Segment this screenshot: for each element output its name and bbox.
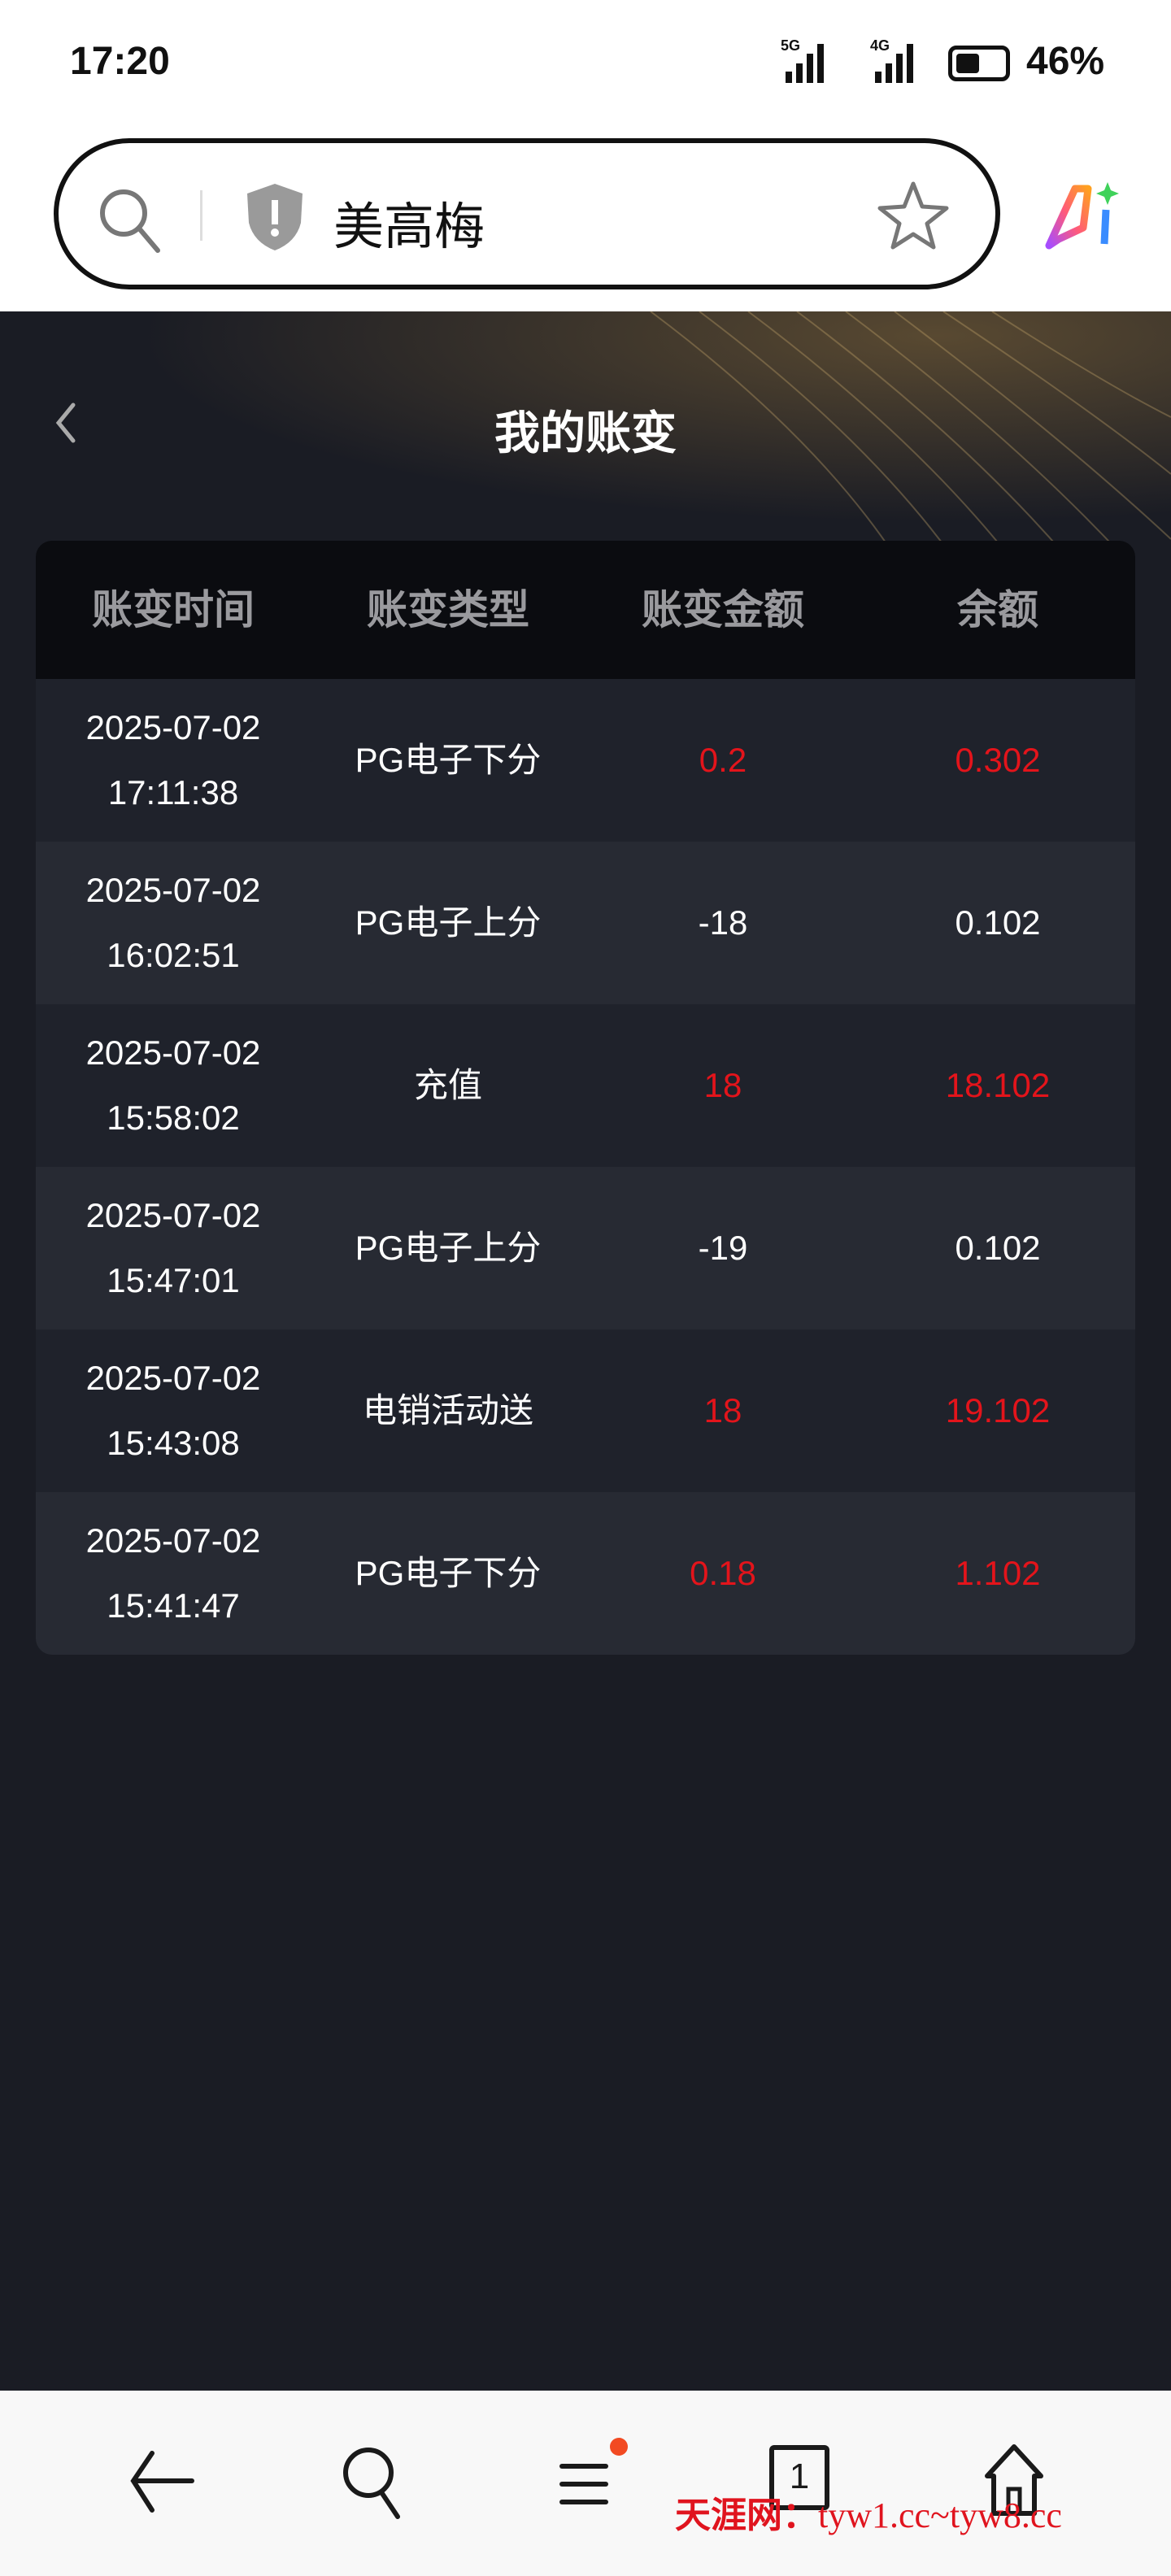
time: 15:58:02 — [107, 1099, 240, 1137]
time: 15:43:08 — [107, 1424, 240, 1462]
watermark-name: 天涯网： — [675, 2496, 818, 2535]
cell-time: 2025-07-02 17:11:38 — [36, 695, 311, 825]
cell-amount: 0.18 — [690, 1554, 756, 1592]
signal-4g-icon: 4G — [870, 37, 913, 83]
time: 15:47:01 — [107, 1261, 240, 1299]
date: 2025-07-02 — [85, 871, 261, 909]
network-label: 5G — [781, 37, 801, 54]
cell-type: PG电子下分 — [355, 1554, 542, 1592]
clock: 17:20 — [70, 40, 170, 83]
home-icon[interactable] — [969, 2435, 1059, 2525]
back-arrow-icon[interactable] — [115, 2435, 205, 2525]
search-icon[interactable] — [329, 2435, 419, 2525]
cell-amount: -18 — [698, 903, 748, 942]
cell-type: 充值 — [413, 1066, 482, 1104]
table-row: 2025-07-02 16:02:51 PG电子上分 -18 0.102 — [36, 842, 1135, 1004]
header-type: 账变类型 — [367, 587, 529, 633]
signal-5g-icon: 5G — [781, 37, 824, 83]
battery-percent: 46% — [1026, 40, 1105, 83]
cell-time: 2025-07-02 15:58:02 — [36, 1020, 311, 1151]
date: 2025-07-02 — [85, 1033, 261, 1072]
table-header: 账变时间 账变类型 账变金额 余额 — [36, 541, 1135, 679]
cell-time: 2025-07-02 15:47:01 — [36, 1183, 311, 1313]
date: 2025-07-02 — [85, 708, 261, 746]
time: 17:11:38 — [107, 773, 239, 812]
header-banner — [0, 311, 1171, 555]
battery-icon — [948, 46, 1010, 81]
star-icon[interactable] — [877, 179, 950, 252]
cell-balance: 18.102 — [945, 1066, 1051, 1104]
transactions-table: 账变时间 账变类型 账变金额 余额 2025-07-02 17:11:38 PG电… — [36, 541, 1135, 1655]
network-label: 4G — [870, 37, 890, 54]
ai-assistant-icon[interactable] — [1043, 179, 1124, 252]
time: 16:02:51 — [107, 936, 240, 974]
tabs-button[interactable]: 1 — [755, 2435, 844, 2525]
cell-type: PG电子下分 — [355, 741, 542, 779]
cell-balance: 0.102 — [955, 903, 1041, 942]
cell-type: 电销活动送 — [362, 1391, 533, 1429]
header-balance: 余额 — [957, 587, 1038, 633]
status-bar: 17:20 5G 4G 46% 美高梅 — [0, 0, 1171, 311]
divider — [200, 190, 202, 241]
watermark-url: tyw1.cc~tyw8.cc — [818, 2496, 1062, 2535]
cell-balance: 19.102 — [945, 1391, 1051, 1429]
table-row: 2025-07-02 17:11:38 PG电子下分 0.2 0.302 — [36, 679, 1135, 842]
header-time: 账变时间 — [92, 587, 255, 633]
table-row: 2025-07-02 15:58:02 充值 18 18.102 — [36, 1004, 1135, 1167]
cell-balance: 0.102 — [955, 1229, 1041, 1267]
menu-icon[interactable] — [539, 2435, 629, 2525]
cell-time: 2025-07-02 16:02:51 — [36, 858, 311, 988]
cell-amount: 0.2 — [699, 741, 747, 779]
watermark: 天涯网：tyw1.cc~tyw8.cc — [675, 2495, 1062, 2537]
tab-count: 1 — [769, 2445, 829, 2510]
cell-time: 2025-07-02 15:43:08 — [36, 1346, 311, 1476]
date: 2025-07-02 — [85, 1196, 261, 1234]
cell-amount: -19 — [698, 1229, 748, 1267]
table-row: 2025-07-02 15:41:47 PG电子下分 0.18 1.102 — [36, 1492, 1135, 1655]
cell-type: PG电子上分 — [355, 903, 542, 942]
cell-amount: 18 — [703, 1066, 742, 1104]
decorative-lines — [650, 311, 1171, 555]
shield-warning-icon[interactable] — [242, 181, 307, 254]
page-title: 我的账变 — [494, 407, 677, 459]
cell-balance: 1.102 — [955, 1554, 1041, 1592]
address-bar[interactable]: 美高梅 — [54, 138, 1000, 289]
date: 2025-07-02 — [85, 1521, 261, 1560]
address-text[interactable]: 美高梅 — [333, 199, 485, 255]
cell-time: 2025-07-02 15:41:47 — [36, 1508, 311, 1638]
table-row: 2025-07-02 15:47:01 PG电子上分 -19 0.102 — [36, 1167, 1135, 1329]
cell-type: PG电子上分 — [355, 1229, 542, 1267]
bottom-nav: 1 天涯网：tyw1.cc~tyw8.cc — [0, 2391, 1171, 2576]
back-chevron-icon[interactable] — [47, 398, 88, 447]
cell-balance: 0.302 — [955, 741, 1041, 779]
time: 15:41:47 — [107, 1586, 240, 1625]
date: 2025-07-02 — [85, 1359, 261, 1397]
cell-amount: 18 — [703, 1391, 742, 1429]
header-amount: 账变金额 — [642, 587, 804, 633]
table-row: 2025-07-02 15:43:08 电销活动送 18 19.102 — [36, 1329, 1135, 1492]
search-icon[interactable] — [94, 184, 168, 257]
